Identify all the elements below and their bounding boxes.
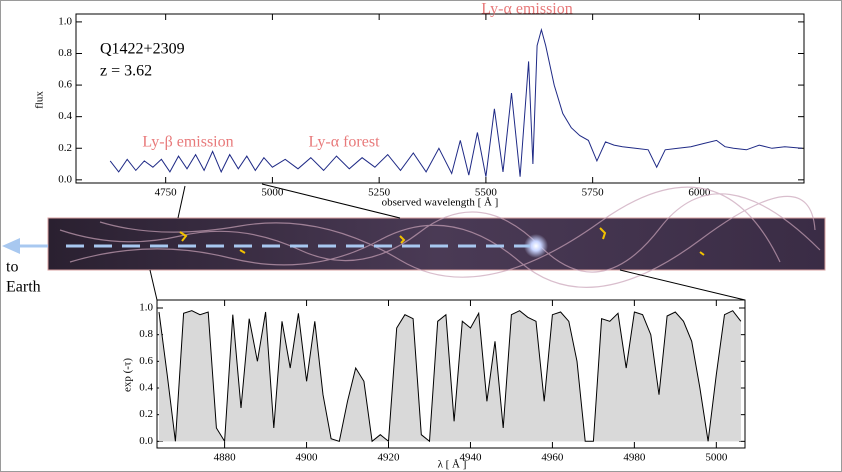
y-tick-label: 0.6 [58,79,72,91]
to-label: to [6,259,18,276]
x-tick-label: 4980 [623,452,646,464]
halos [179,227,705,256]
arrow-head [2,238,20,254]
x-tick-label: 4940 [459,452,482,464]
axes-box [156,299,746,449]
y-tick-label: 1.0 [58,15,72,27]
simulation-strip: to Earth [2,186,826,296]
x-tick-label: 4960 [541,452,564,464]
annotation: Ly-α forest [308,134,380,151]
x-tick-label: 5000 [261,187,284,199]
annotation: z = 3.62 [100,63,152,80]
x-tick-label: 5500 [475,187,498,199]
y-axis-label: flux [34,91,46,109]
x-axis-label: observed wavelength [ Å ] [382,197,499,209]
spectrum-line [109,27,802,177]
annotation: Q1422+2309 [100,41,185,58]
annotation: Ly-β emission [142,134,233,151]
y-tick-label: 0.6 [139,355,153,367]
connector [149,269,158,301]
x-tick-label: 5250 [368,187,391,199]
x-tick-label: 4880 [214,452,237,464]
x-axis-label: λ [ Å ] [438,459,467,471]
y-axis-label: exp (-τ) [122,358,134,392]
filaments [59,186,821,288]
y-tick-label: 0.2 [139,408,153,420]
x-tick-label: 4920 [378,452,401,464]
connector [619,269,746,301]
y-tick-label: 1.0 [139,302,153,314]
y-tick-label: 0.8 [139,328,153,340]
earth-label: Earth [6,279,41,296]
annotation: Ly-α emission [481,1,573,18]
y-tick-label: 0.8 [58,47,72,59]
transmission-line [158,310,742,443]
x-tick-label: 4750 [155,187,178,199]
y-tick-label: 0.2 [58,142,72,154]
y-tick-label: 0.4 [139,382,153,394]
connector [177,185,186,219]
x-tick-label: 5750 [582,187,605,199]
transmission-chart: 0.0 0.2 0.4 0.6 0.8 1.0 4880 4900 4920 4940 4960 49… [122,299,746,471]
connectors [149,183,746,301]
quasar [524,234,548,258]
y-tick-label: 0.0 [139,435,153,447]
area-fill [159,310,741,442]
x-tick-label: 4900 [296,452,319,464]
y-tick-label: 0.0 [58,173,72,185]
axes-box [75,13,805,184]
connector [261,183,401,219]
x-tick-label: 5000 [705,452,728,464]
y-tick-label: 0.4 [58,110,72,122]
